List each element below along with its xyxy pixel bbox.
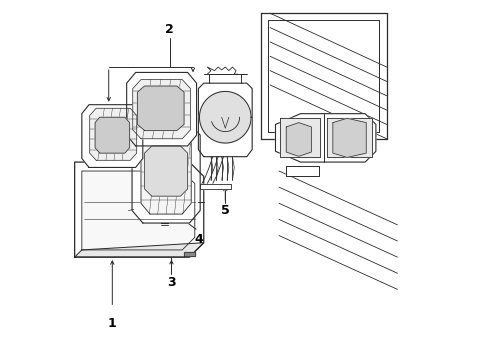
Polygon shape [132, 123, 200, 223]
Polygon shape [199, 91, 251, 143]
Polygon shape [286, 123, 311, 156]
Text: 5: 5 [221, 204, 230, 217]
Polygon shape [280, 118, 320, 157]
Polygon shape [82, 105, 143, 167]
Polygon shape [184, 252, 195, 256]
Text: 1: 1 [108, 317, 117, 330]
Text: 4: 4 [194, 233, 203, 246]
Polygon shape [126, 72, 196, 146]
Polygon shape [198, 83, 252, 157]
Polygon shape [74, 162, 204, 257]
Polygon shape [82, 171, 195, 250]
Polygon shape [137, 86, 184, 131]
Polygon shape [327, 118, 372, 157]
Text: 2: 2 [165, 23, 174, 36]
Polygon shape [200, 184, 231, 189]
Text: 3: 3 [167, 276, 176, 289]
Polygon shape [74, 243, 204, 257]
Polygon shape [133, 80, 191, 139]
Polygon shape [275, 114, 376, 162]
Polygon shape [90, 108, 137, 160]
Polygon shape [333, 118, 366, 157]
Polygon shape [286, 166, 318, 176]
Polygon shape [95, 117, 129, 153]
Polygon shape [145, 146, 188, 196]
Polygon shape [141, 130, 191, 214]
